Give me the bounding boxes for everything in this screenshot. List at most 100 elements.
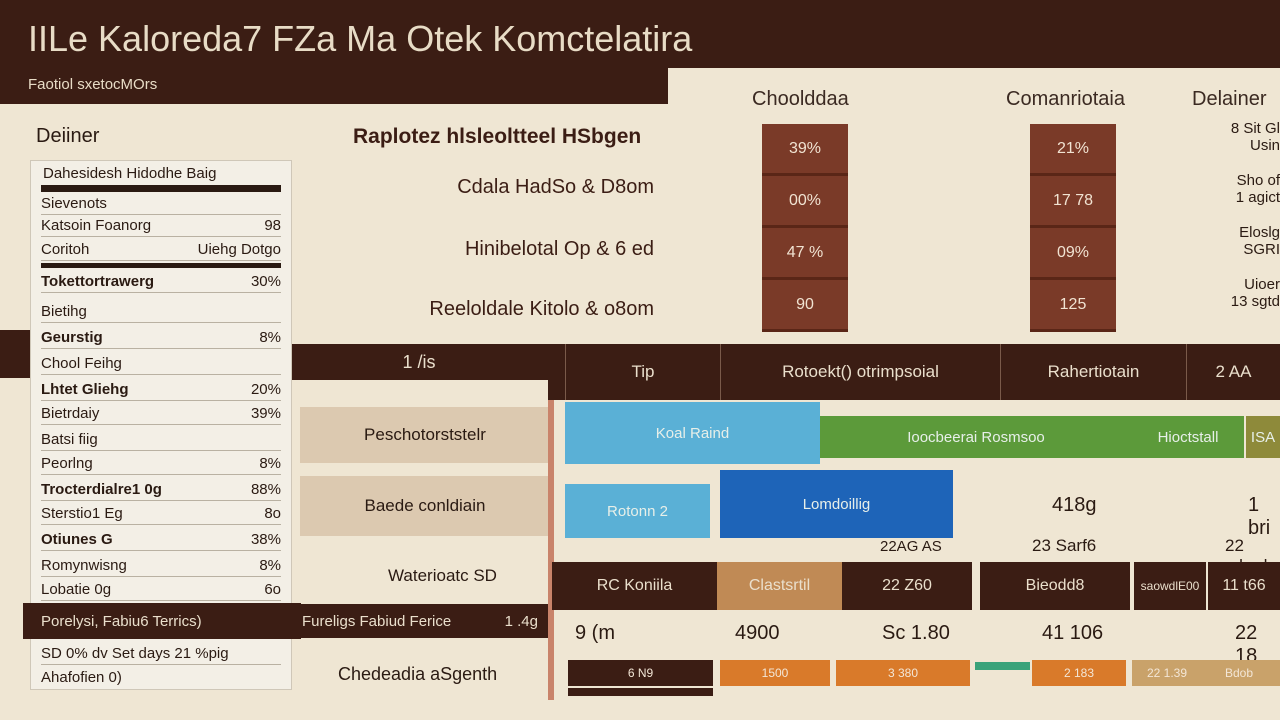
nutrient-value: Uiehg Dotgo (197, 240, 281, 258)
divider (41, 263, 281, 268)
nutrient-label: Bietrdaiy (41, 404, 100, 422)
small-bar-base (568, 688, 713, 696)
small-bar: Bdob (1198, 660, 1280, 686)
delainer-value: Sho of 1 agict (1235, 172, 1280, 206)
nutrient-label: Coritoh (41, 240, 90, 258)
nutrient-value: 8% (259, 556, 281, 574)
nutrient-label: Chool Feihg (41, 354, 122, 372)
bottom-value: 41 106 (1042, 622, 1104, 644)
nutrient-label: Bietihg (41, 302, 87, 320)
table-header-cell[interactable]: 2 AA (1186, 344, 1280, 400)
nutrient-label: Geurstig (41, 328, 103, 346)
delainer-value: 8 Sit Gl Usin (1230, 120, 1280, 154)
nutrition-row: Geurstig 8% (41, 327, 281, 349)
small-bar: 6 N9 (568, 660, 713, 686)
nutrient-label: Lobatie 0g (41, 580, 112, 598)
nutrient-value: 20% (250, 380, 281, 398)
nutrient-value: 8% (259, 328, 281, 346)
table-row-label: Baede conldiain (300, 476, 550, 536)
nutrient-value: 8o (264, 504, 281, 522)
table-header-cell: 1 /is (290, 344, 548, 380)
nutrient-value: 38% (250, 530, 281, 548)
small-bar-green (975, 662, 1030, 670)
nutrient-value: 88% (250, 480, 281, 498)
dark-row-cell: saowdlE00 (1134, 562, 1206, 610)
nutrition-row: Coritoh Uiehg Dotgo (41, 239, 281, 261)
compare-row-label: Hinibelotal Op & 6 ed (464, 238, 654, 260)
small-bar: 2 183 (1032, 660, 1126, 686)
table-header-cell[interactable]: Rotoekt() otrimpsoial (720, 344, 1000, 400)
dark-row-cell: 22 Z60 (842, 562, 972, 610)
small-bar: 3 380 (836, 660, 970, 686)
nutrition-panel: Dahesidesh Hidodhe Baig Sievenots Katsoin… (23, 160, 301, 690)
subtitle-bar (0, 68, 668, 104)
small-bar: 1500 (720, 660, 830, 686)
nutrition-row: Bietrdaiy 39% (41, 403, 281, 425)
nutrition-row: Bietihg (41, 301, 281, 323)
comanriotaia-cell: 125 (1030, 280, 1116, 332)
nutrient-label: Katsoin Foanorg (41, 216, 152, 234)
nutrient-value: 98 (264, 216, 281, 234)
nutrition-row: Katsoin Foanorg 98 (41, 215, 281, 237)
nutrition-row: Lhtet Gliehg 20% (41, 379, 281, 401)
title-bar (0, 0, 1280, 68)
nutrient-value: 8% (259, 454, 281, 472)
small-bar: 22 1.39 (1132, 660, 1202, 686)
nutrient-label: Tokettortrawerg (41, 272, 155, 290)
nutrient-label: Sterstio1 Eg (41, 504, 123, 522)
nutrition-row: Tokettortrawerg 30% (41, 271, 281, 293)
chocolate-cell: 39% (762, 124, 848, 176)
column-header-chocolate: Choolddaa (752, 88, 849, 110)
side-band (0, 330, 30, 378)
delainer-value: Eloslg SGRI (1239, 224, 1280, 258)
table-header-cell[interactable]: Rahertiotain (1000, 344, 1186, 400)
nutrient-label: Lhtet Gliehg (41, 380, 129, 398)
footer-text: Ahafofien 0) (41, 669, 122, 686)
vertical-divider (548, 400, 554, 700)
bar-olive: ISA (1246, 416, 1280, 458)
nutrition-row: Batsi fiig (41, 429, 281, 451)
table-header (548, 344, 1280, 400)
table-row-band: Fureligs Fabiud Ferice 1 .4g (292, 604, 548, 638)
dark-row-cell: Clastsrtil (717, 562, 842, 610)
table-header-cell[interactable]: Tip (565, 344, 720, 400)
footer-text: SD 0% dv Set days 21 %pig (41, 644, 229, 662)
nutrient-value: 39% (250, 404, 281, 422)
delainer-value: Uioer 13 sgtd (1230, 276, 1280, 310)
compare-row-label: Cdala HadSo & D8om (457, 176, 654, 198)
column-header-delainer: Delainer (1192, 88, 1267, 110)
divider (41, 185, 281, 192)
nutrition-row: Chool Feihg (41, 353, 281, 375)
nutrition-heading: Deiiner (36, 125, 100, 147)
nutrient-value: 6o (264, 580, 281, 598)
row-label: Fureligs Fabiud Ferice (302, 612, 452, 630)
comanriotaia-cell: 09% (1030, 228, 1116, 280)
page-title: IILe Kaloreda7 FZa Ma Otek Komctelatira (28, 18, 693, 59)
nutrient-value: 30% (250, 272, 281, 290)
value: 23 Sarf6 (1032, 536, 1097, 555)
bottom-value: 4900 (735, 622, 780, 644)
nutrition-row: Trocterdialre1 0g 88% (41, 479, 281, 501)
bar-light-blue: Koal Raind (565, 402, 820, 464)
column-header-comanriotaia: Comanriotaia (1006, 88, 1125, 110)
nutrient-label: Romynwisng (41, 556, 127, 574)
bottom-value: 9 (m (575, 622, 615, 644)
compare-heading: Raplotez hlsleoltteel HSbgen (353, 125, 642, 148)
value: 1 bri (1248, 494, 1271, 539)
nutrition-row: Lobatie 0g 6o (41, 579, 281, 601)
nutrition-title: Dahesidesh Hidodhe Baig (43, 165, 217, 182)
bar-light-blue: Rotonn 2 (565, 484, 710, 538)
comanriotaia-cell: 17 78 (1030, 176, 1116, 228)
nutrition-row: Romynwisng 8% (41, 555, 281, 577)
bar-blue: Lomdoillig (720, 470, 953, 538)
nutrition-row: Sterstio1 Eg 8o (41, 503, 281, 525)
nutrient-label: Sievenots (41, 194, 107, 212)
bar-green: Hioctstall (1132, 416, 1244, 458)
nutrient-label: Peorlng (41, 454, 93, 472)
chocolate-cell: 47 % (762, 228, 848, 280)
value: 22AG AS (880, 538, 942, 555)
table-row-label: Waterioatc SD (388, 566, 497, 585)
value: 418g (1052, 494, 1097, 516)
dark-row-cell: 11 t66 (1208, 562, 1280, 610)
nutrition-row: Peorlng 8% (41, 453, 281, 475)
